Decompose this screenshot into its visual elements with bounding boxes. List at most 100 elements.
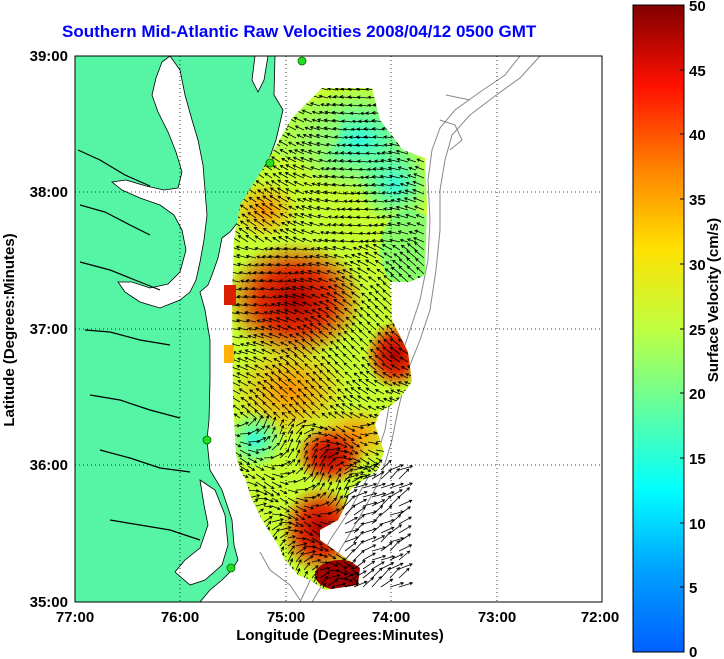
velocity-arrow	[248, 205, 257, 211]
velocity-arrow	[310, 401, 321, 411]
velocity-arrow	[348, 103, 361, 107]
velocity-arrow	[342, 353, 353, 363]
velocity-arrow	[285, 354, 297, 363]
velocity-arrow	[312, 174, 321, 179]
velocity-arrow	[355, 215, 369, 219]
velocity-arrow	[336, 207, 345, 212]
velocity-arrow	[398, 482, 413, 489]
velocity-arrow	[406, 158, 417, 163]
velocity-arrow	[295, 370, 305, 379]
velocity-arrow	[327, 151, 337, 155]
velocity-arrow	[245, 234, 257, 243]
velocity-arrow	[288, 334, 297, 339]
velocity-arrow	[287, 513, 299, 521]
velocity-arrow	[406, 265, 417, 275]
velocity-arrow	[398, 506, 411, 516]
velocity-arrow	[343, 433, 355, 441]
velocity-arrow	[311, 482, 321, 491]
velocity-arrow	[237, 235, 249, 243]
velocity-arrow	[232, 380, 241, 387]
velocity-arrow	[303, 317, 313, 323]
velocity-arrow	[272, 411, 281, 419]
velocity-arrow	[340, 239, 353, 243]
velocity-arrow	[269, 195, 281, 203]
velocity-arrow	[373, 362, 385, 371]
velocity-arrow	[232, 261, 241, 267]
velocity-arrow	[263, 424, 270, 435]
velocity-arrow	[295, 497, 309, 503]
velocity-arrow	[292, 172, 305, 179]
velocity-arrow	[403, 197, 417, 203]
velocity-arrow	[287, 521, 299, 527]
velocity-arrow	[398, 516, 412, 525]
velocity-arrow	[358, 378, 369, 387]
velocity-arrow	[271, 442, 281, 451]
velocity-arrow	[303, 562, 311, 571]
velocity-arrow	[371, 561, 385, 570]
velocity-arrow	[239, 220, 249, 227]
velocity-arrow	[353, 308, 361, 315]
velocity-arrow	[271, 434, 277, 443]
velocity-arrow	[300, 149, 313, 155]
velocity-arrow	[377, 340, 385, 347]
velocity-arrow	[254, 401, 265, 411]
velocity-arrow	[335, 315, 345, 323]
velocity-arrow	[368, 414, 377, 419]
velocity-arrow	[287, 535, 296, 539]
velocity-arrow	[371, 505, 384, 516]
velocity-arrow	[371, 535, 386, 543]
velocity-arrow	[355, 88, 369, 91]
velocity-arrow	[362, 482, 378, 489]
velocity-arrow	[343, 262, 353, 267]
velocity-arrow	[263, 504, 273, 509]
radar-station-marker	[297, 56, 307, 66]
velocity-arrow	[335, 262, 345, 267]
velocity-arrow	[295, 529, 304, 534]
velocity-arrow	[390, 338, 401, 347]
velocity-arrow	[270, 287, 281, 291]
velocity-arrow	[351, 425, 365, 430]
velocity-arrow	[251, 286, 265, 291]
velocity-arrow	[292, 247, 305, 251]
velocity-arrow	[389, 562, 404, 570]
velocity-arrow	[379, 222, 393, 227]
velocity-arrow	[311, 309, 321, 315]
velocity-arrow	[326, 270, 337, 275]
velocity-arrow	[317, 307, 329, 315]
velocity-arrow	[303, 484, 316, 491]
velocity-arrow	[293, 354, 305, 363]
velocity-arrow	[301, 141, 313, 147]
velocity-arrow	[362, 568, 375, 579]
velocity-arrow	[362, 552, 376, 561]
velocity-arrow	[328, 347, 337, 355]
velocity-arrow	[270, 385, 281, 395]
velocity-arrow	[278, 363, 289, 371]
velocity-arrow	[408, 230, 417, 235]
velocity-arrow	[320, 403, 329, 411]
velocity-arrow	[271, 364, 281, 371]
velocity-arrow	[268, 278, 281, 283]
velocity-arrow	[335, 495, 343, 507]
velocity-arrow	[269, 211, 281, 219]
velocity-arrow	[380, 505, 393, 516]
velocity-arrow	[371, 471, 385, 480]
velocity-arrow	[232, 318, 241, 323]
velocity-arrow	[255, 388, 265, 395]
velocity-arrow	[303, 434, 312, 443]
velocity-arrow	[364, 244, 377, 251]
velocity-arrow	[351, 441, 361, 448]
velocity-arrow	[317, 277, 329, 283]
velocity-arrow	[343, 457, 353, 461]
velocity-arrow	[319, 472, 325, 483]
velocity-arrow	[361, 356, 369, 363]
velocity-arrow	[309, 285, 321, 291]
velocity-arrow	[263, 481, 275, 490]
x-axis-ticks: 77:00 76:00 75:00 74:00 73:00 72:00	[56, 609, 619, 626]
velocity-arrow	[295, 431, 302, 443]
velocity-arrow	[389, 355, 401, 363]
velocity-arrow	[297, 388, 305, 395]
velocity-arrow	[353, 530, 364, 543]
velocity-arrow	[284, 180, 297, 187]
velocity-arrow	[329, 405, 337, 411]
velocity-arrow	[379, 238, 393, 243]
